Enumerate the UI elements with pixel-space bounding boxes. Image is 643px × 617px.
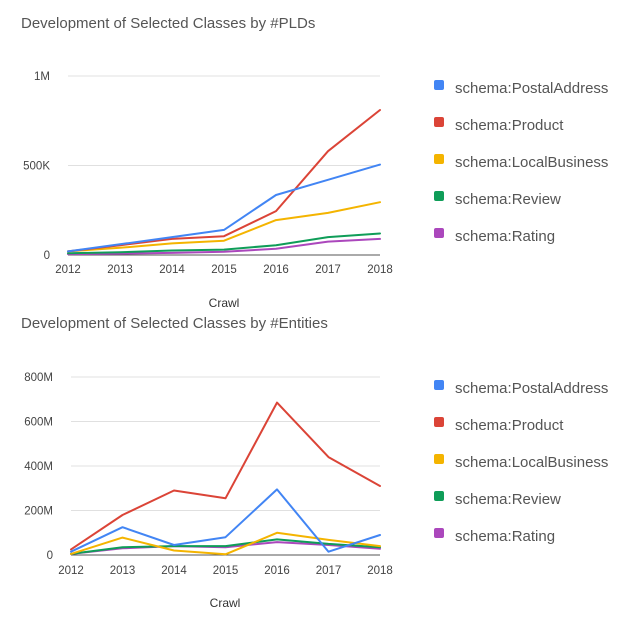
x-tick-label: 2017	[316, 565, 342, 577]
legend-swatch	[434, 191, 444, 201]
legend-swatch	[434, 417, 444, 427]
x-tick-label: 2014	[161, 565, 187, 577]
legend-label: schema:LocalBusiness	[455, 454, 608, 471]
legend-swatch	[434, 80, 444, 90]
x-tick-label: 2012	[55, 264, 81, 276]
y-tick-label: 0	[47, 550, 53, 562]
legend-label: schema:LocalBusiness	[455, 154, 608, 171]
series-line-product	[70, 401, 381, 551]
x-tick-label: 2018	[367, 264, 393, 276]
chart-title: Development of Selected Classes by #Enti…	[21, 315, 328, 332]
y-tick-label: 200M	[24, 506, 53, 518]
legend-swatch	[434, 491, 444, 501]
x-tick-label: 2013	[107, 264, 133, 276]
y-tick-label: 1M	[34, 71, 50, 83]
legend-label: schema:Rating	[455, 228, 555, 245]
x-tick-label: 2015	[213, 565, 239, 577]
legend-label: schema:Product	[455, 117, 564, 134]
series-line-localbusiness	[70, 531, 381, 556]
y-tick-label: 800M	[24, 372, 53, 384]
legend-label: schema:PostalAddress	[455, 80, 608, 97]
x-tick-label: 2013	[110, 565, 136, 577]
legend-swatch	[434, 117, 444, 127]
legend-swatch	[434, 154, 444, 164]
x-axis-label: Crawl	[209, 296, 240, 310]
x-tick-label: 2016	[264, 565, 290, 577]
legend-swatch	[434, 380, 444, 390]
legend-label: schema:Review	[455, 491, 561, 508]
legend-label: schema:Review	[455, 191, 561, 208]
y-tick-label: 0	[44, 250, 50, 262]
legend-swatch	[434, 228, 444, 238]
legend-label: schema:Product	[455, 417, 564, 434]
x-tick-label: 2018	[367, 565, 393, 577]
series-line-postaladdress	[67, 163, 381, 253]
legend-swatch	[434, 528, 444, 538]
y-tick-label: 400M	[24, 461, 53, 473]
x-tick-label: 2017	[315, 264, 341, 276]
series-line-review	[70, 538, 381, 555]
legend-label: schema:Rating	[455, 528, 555, 545]
series-line-review	[67, 232, 381, 255]
series-line-rating	[67, 237, 381, 256]
series-line-rating	[70, 541, 381, 555]
x-tick-label: 2016	[263, 264, 289, 276]
series-line-postaladdress	[70, 488, 381, 553]
x-axis-label: Crawl	[210, 596, 241, 610]
y-tick-label: 600M	[24, 417, 53, 429]
legend-swatch	[434, 454, 444, 464]
chart-entities: Development of Selected Classes by #Enti…	[21, 315, 608, 610]
legend-label: schema:PostalAddress	[455, 380, 608, 397]
x-tick-label: 2014	[159, 264, 185, 276]
y-tick-label: 500K	[23, 161, 50, 173]
x-tick-label: 2012	[58, 565, 84, 577]
series-line-localbusiness	[67, 201, 381, 253]
x-tick-label: 2015	[211, 264, 237, 276]
chart-title: Development of Selected Classes by #PLDs	[21, 15, 315, 32]
chart-plds: Development of Selected Classes by #PLDs…	[21, 15, 608, 310]
